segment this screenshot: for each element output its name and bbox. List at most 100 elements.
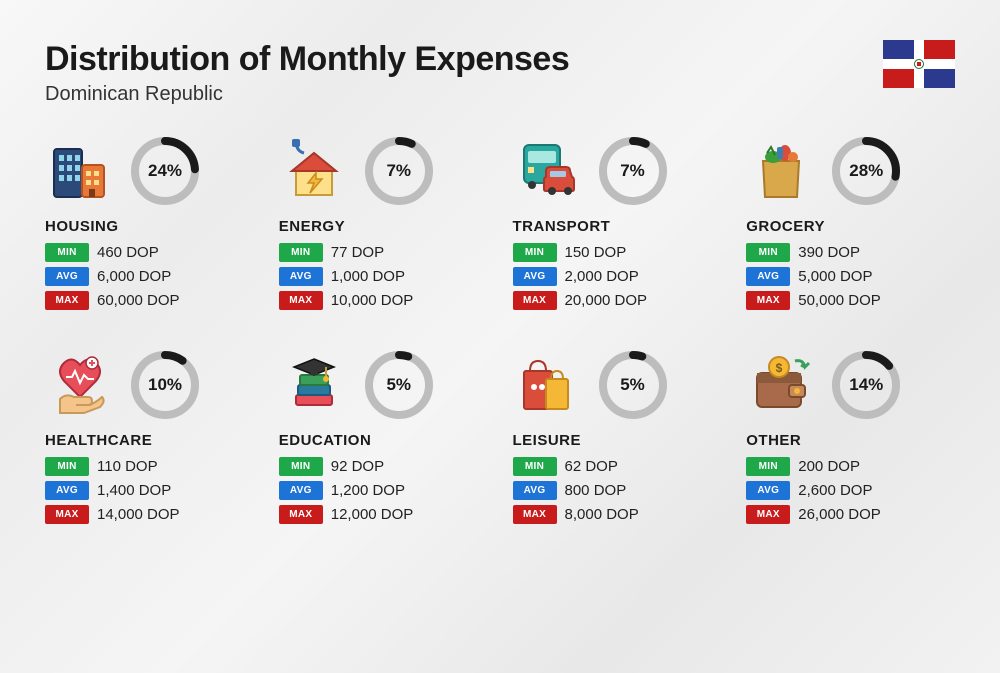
avg-badge: AVG: [513, 481, 557, 500]
flag-dominican-republic-icon: [883, 40, 955, 88]
max-badge: MAX: [279, 505, 323, 524]
avg-badge: AVG: [45, 267, 89, 286]
header: Distribution of Monthly Expenses Dominic…: [45, 40, 955, 106]
avg-value: 5,000 DOP: [798, 268, 872, 285]
stat-min: MIN 390 DOP: [746, 243, 955, 262]
stat-max: MAX 14,000 DOP: [45, 505, 254, 524]
avg-value: 2,600 DOP: [798, 482, 872, 499]
pct-label: 10%: [130, 350, 200, 420]
stat-max: MAX 20,000 DOP: [513, 291, 722, 310]
pct-ring: 5%: [598, 350, 668, 420]
page-subtitle: Dominican Republic: [45, 83, 955, 106]
pct-label: 7%: [598, 136, 668, 206]
max-value: 50,000 DOP: [798, 292, 881, 309]
max-value: 8,000 DOP: [565, 506, 639, 523]
category-card-education: 5% EDUCATION MIN 92 DOP AVG 1,200 DOP MA…: [279, 350, 488, 529]
min-value: 460 DOP: [97, 244, 159, 261]
max-badge: MAX: [746, 505, 790, 524]
max-badge: MAX: [45, 291, 89, 310]
max-badge: MAX: [746, 291, 790, 310]
avg-value: 1,400 DOP: [97, 482, 171, 499]
avg-value: 2,000 DOP: [565, 268, 639, 285]
stat-avg: AVG 2,000 DOP: [513, 267, 722, 286]
min-badge: MIN: [45, 457, 89, 476]
avg-badge: AVG: [279, 481, 323, 500]
max-value: 14,000 DOP: [97, 506, 180, 523]
min-badge: MIN: [513, 243, 557, 262]
stat-max: MAX 50,000 DOP: [746, 291, 955, 310]
grad-books-icon: [279, 350, 349, 420]
avg-value: 800 DOP: [565, 482, 627, 499]
stat-min: MIN 62 DOP: [513, 457, 722, 476]
min-badge: MIN: [279, 243, 323, 262]
pct-ring: 24%: [130, 136, 200, 206]
category-card-healthcare: 10% HEALTHCARE MIN 110 DOP AVG 1,400 DOP…: [45, 350, 254, 529]
avg-badge: AVG: [746, 481, 790, 500]
category-card-transport: 7% TRANSPORT MIN 150 DOP AVG 2,000 DOP M…: [513, 136, 722, 315]
stat-avg: AVG 1,200 DOP: [279, 481, 488, 500]
pct-ring: 5%: [364, 350, 434, 420]
avg-badge: AVG: [45, 481, 89, 500]
shopping-bags-icon: [513, 350, 583, 420]
svg-text:$: $: [776, 361, 783, 375]
pct-label: 28%: [831, 136, 901, 206]
max-value: 10,000 DOP: [331, 292, 414, 309]
min-value: 200 DOP: [798, 458, 860, 475]
stat-max: MAX 10,000 DOP: [279, 291, 488, 310]
pct-label: 5%: [364, 350, 434, 420]
avg-value: 1,200 DOP: [331, 482, 405, 499]
stat-avg: AVG 5,000 DOP: [746, 267, 955, 286]
stat-max: MAX 60,000 DOP: [45, 291, 254, 310]
min-value: 77 DOP: [331, 244, 384, 261]
category-card-energy: 7% ENERGY MIN 77 DOP AVG 1,000 DOP MAX 1…: [279, 136, 488, 315]
pct-ring: 28%: [831, 136, 901, 206]
max-value: 60,000 DOP: [97, 292, 180, 309]
category-name: GROCERY: [746, 218, 955, 235]
category-card-housing: 24% HOUSING MIN 460 DOP AVG 6,000 DOP MA…: [45, 136, 254, 315]
pct-label: 14%: [831, 350, 901, 420]
stat-min: MIN 460 DOP: [45, 243, 254, 262]
bus-car-icon: [513, 136, 583, 206]
max-badge: MAX: [513, 291, 557, 310]
pct-ring: 7%: [364, 136, 434, 206]
pct-ring: 14%: [831, 350, 901, 420]
categories-grid: 24% HOUSING MIN 460 DOP AVG 6,000 DOP MA…: [45, 136, 955, 529]
category-card-other: $ 14% OTHER MIN 200 DOP AVG 2,600 DOP MA…: [746, 350, 955, 529]
min-value: 62 DOP: [565, 458, 618, 475]
avg-value: 1,000 DOP: [331, 268, 405, 285]
stat-avg: AVG 1,400 DOP: [45, 481, 254, 500]
avg-badge: AVG: [513, 267, 557, 286]
max-badge: MAX: [279, 291, 323, 310]
max-badge: MAX: [513, 505, 557, 524]
pct-label: 7%: [364, 136, 434, 206]
stat-min: MIN 150 DOP: [513, 243, 722, 262]
min-value: 110 DOP: [97, 458, 158, 475]
category-name: LEISURE: [513, 432, 722, 449]
stat-min: MIN 110 DOP: [45, 457, 254, 476]
stat-avg: AVG 6,000 DOP: [45, 267, 254, 286]
min-badge: MIN: [45, 243, 89, 262]
category-name: HOUSING: [45, 218, 254, 235]
category-name: OTHER: [746, 432, 955, 449]
max-value: 26,000 DOP: [798, 506, 881, 523]
pct-ring: 10%: [130, 350, 200, 420]
wallet-icon: $: [746, 350, 816, 420]
category-name: ENERGY: [279, 218, 488, 235]
pct-ring: 7%: [598, 136, 668, 206]
avg-badge: AVG: [746, 267, 790, 286]
category-name: EDUCATION: [279, 432, 488, 449]
min-badge: MIN: [513, 457, 557, 476]
category-card-grocery: 28% GROCERY MIN 390 DOP AVG 5,000 DOP MA…: [746, 136, 955, 315]
max-value: 20,000 DOP: [565, 292, 648, 309]
category-name: TRANSPORT: [513, 218, 722, 235]
category-card-leisure: 5% LEISURE MIN 62 DOP AVG 800 DOP MAX 8,…: [513, 350, 722, 529]
stat-max: MAX 26,000 DOP: [746, 505, 955, 524]
page-title: Distribution of Monthly Expenses: [45, 40, 955, 79]
max-value: 12,000 DOP: [331, 506, 414, 523]
pct-label: 24%: [130, 136, 200, 206]
buildings-icon: [45, 136, 115, 206]
stat-min: MIN 200 DOP: [746, 457, 955, 476]
pct-label: 5%: [598, 350, 668, 420]
stat-avg: AVG 800 DOP: [513, 481, 722, 500]
min-value: 390 DOP: [798, 244, 860, 261]
